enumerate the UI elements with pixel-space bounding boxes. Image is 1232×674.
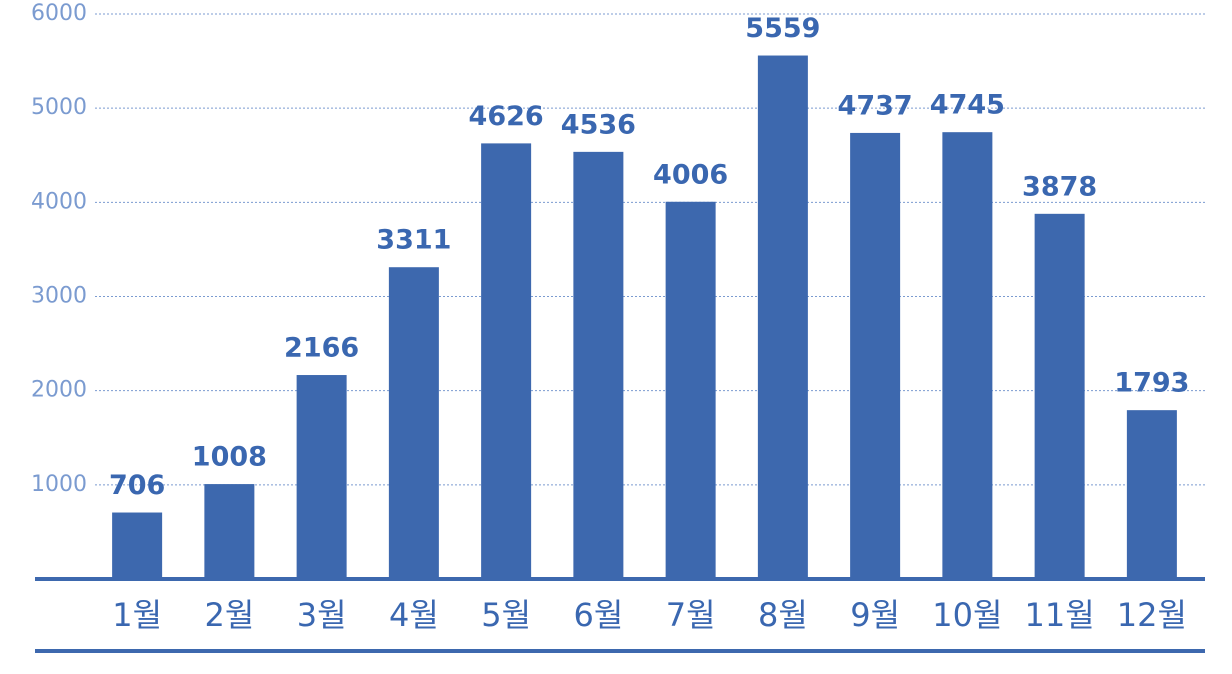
x-tick-label: 10월: [932, 596, 1002, 634]
bar: [573, 151, 624, 580]
value-label: 4737: [838, 90, 913, 121]
value-label: 4006: [653, 159, 728, 190]
bar: [1034, 213, 1085, 580]
bar: [388, 267, 439, 579]
y-tick-label: 6000: [31, 1, 87, 26]
x-tick-label: 11월: [1025, 596, 1095, 634]
bar: [204, 484, 255, 579]
bar: [665, 201, 716, 580]
x-tick-label: 3월: [297, 596, 347, 634]
x-tick-label: 9월: [850, 596, 900, 634]
bar: [757, 55, 808, 579]
value-label: 1008: [192, 442, 267, 473]
y-tick-label: 3000: [31, 284, 87, 309]
x-tick-label: 1월: [112, 596, 162, 634]
value-label: 1793: [1114, 368, 1189, 399]
bar: [850, 132, 901, 579]
value-label: 706: [109, 470, 165, 501]
x-tick-label: 6월: [573, 596, 623, 634]
y-tick-label: 5000: [31, 95, 87, 120]
value-label: 3878: [1022, 171, 1097, 202]
x-tick-label: 8월: [758, 596, 808, 634]
x-tick-label: 5월: [481, 596, 531, 634]
bar: [296, 375, 347, 579]
y-tick-label: 1000: [31, 472, 87, 497]
value-label: 5559: [745, 13, 820, 44]
x-tick-label: 2월: [204, 596, 254, 634]
bar: [1126, 410, 1177, 579]
y-tick-label: 2000: [31, 378, 87, 403]
y-tick-label: 4000: [31, 189, 87, 214]
bar: [112, 512, 163, 579]
value-label: 2166: [284, 333, 359, 364]
x-tick-label: 4월: [389, 596, 439, 634]
value-label: 3311: [376, 225, 451, 256]
value-label: 4626: [469, 101, 544, 132]
bar: [942, 132, 993, 579]
value-label: 4536: [561, 109, 636, 140]
bar: [481, 143, 532, 579]
x-tick-label: 12월: [1117, 596, 1187, 634]
value-label: 4745: [930, 90, 1005, 121]
x-tick-label: 7월: [666, 596, 716, 634]
